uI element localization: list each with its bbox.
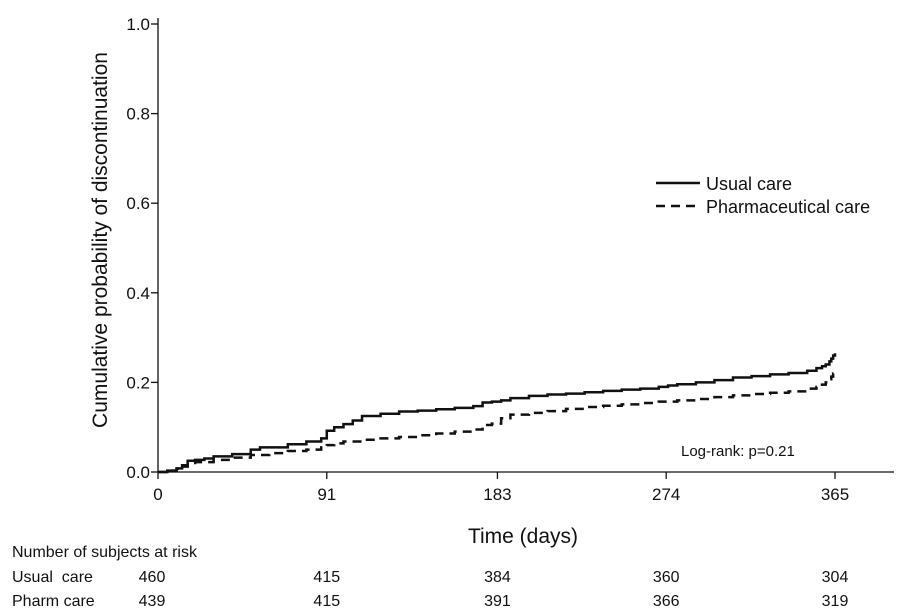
series-line-usual-care [158,353,837,474]
series-lines [158,353,837,474]
x-tick-label: 183 [483,485,511,504]
risk-value: 366 [653,593,680,610]
risk-value: 360 [653,569,680,586]
y-tick-label: 1.0 [126,15,150,34]
y-axis-title: Cumulative probability of discontinuatio… [89,52,112,428]
y-tick-label: 0.8 [126,105,150,124]
risk-value: 384 [484,569,511,586]
risk-value: 304 [822,569,849,586]
y-tick-label: 0.4 [126,284,150,303]
axes [157,18,894,473]
risk-table-title: Number of subjects at risk [12,544,198,561]
x-tick-label: 91 [317,485,336,504]
risk-value: 415 [313,569,340,586]
y-ticks: 0.0 0.2 0.4 0.6 0.8 1.0 [126,15,158,482]
risk-row-label-usual-care: Usual care [12,569,93,586]
x-tick-label: 0 [153,485,162,504]
y-tick-label: 0.6 [126,194,150,213]
legend: Usual care Pharmaceutical care [656,174,870,217]
risk-table: Number of subjects at risk Usual care Ph… [12,544,848,610]
risk-value: 415 [313,593,340,610]
y-tick-label: 0.0 [126,463,150,482]
risk-row-label-pharm-care: Pharm care [12,593,95,610]
y-tick-label: 0.2 [126,373,150,392]
risk-value: 319 [822,593,849,610]
series-line-pharmaceutical-care [158,371,837,474]
x-tick-label: 365 [821,485,849,504]
risk-value: 391 [484,593,511,610]
legend-label-usual-care: Usual care [706,174,792,194]
log-rank-annotation: Log-rank: p=0.21 [681,443,795,460]
x-axis-title: Time (days) [468,525,578,548]
risk-value: 460 [139,569,166,586]
risk-value: 439 [139,593,166,610]
risk-values: 460 415 384 360 304 439 415 391 366 319 [139,569,849,610]
x-tick-label: 274 [652,485,680,504]
legend-label-pharmaceutical-care: Pharmaceutical care [706,197,870,217]
x-ticks: 0 91 183 274 365 [153,472,849,504]
